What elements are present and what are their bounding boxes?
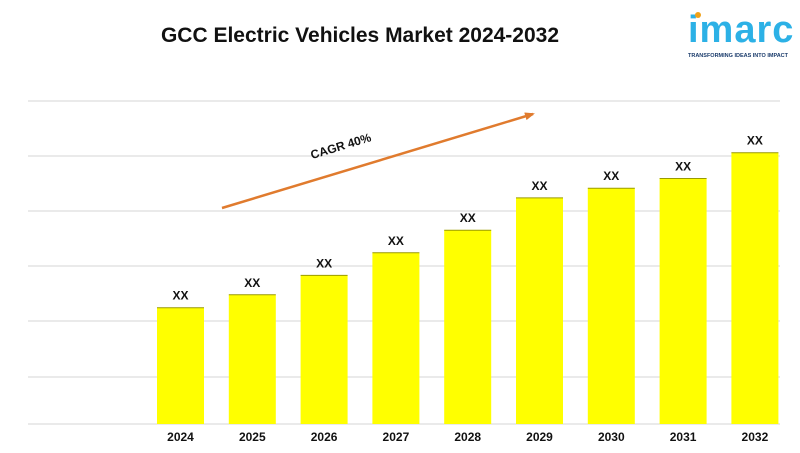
value-label-2031: XX [675,160,691,174]
bar-2026 [300,275,348,424]
x-tick-label-2028: 2028 [454,430,481,444]
logo-wordmark: imarc [688,9,795,51]
value-label-2028: XX [460,211,476,225]
x-tick-label-2032: 2032 [742,430,769,444]
value-labels: XX XX XX XX XX XX XX XX XX [172,134,762,303]
cagr-label: CAGR 40% [309,130,373,162]
x-tick-label-2031: 2031 [670,430,697,444]
value-label-2024: XX [172,289,188,303]
bar-2027 [372,252,420,424]
bar-2024 [157,307,204,424]
bar-2031 [659,178,707,424]
value-label-2026: XX [316,256,332,270]
bar-2030 [587,188,635,424]
bar-2029 [516,197,563,424]
bar-2025 [228,294,276,424]
bars [157,152,779,424]
cagr-arrow [221,112,535,210]
value-label-2032: XX [747,134,763,148]
x-axis-labels: 2024 2025 2026 2027 2028 2029 2030 2031 2032 [167,430,768,444]
bar-2032 [731,152,779,424]
value-label-2027: XX [388,234,404,248]
x-tick-label-2026: 2026 [311,430,338,444]
value-label-2025: XX [244,276,260,290]
logo-tagline: TRANSFORMING IDEAS INTO IMPACT [688,53,789,59]
x-tick-label-2030: 2030 [598,430,625,444]
logo-dot-icon [695,12,701,18]
x-tick-label-2027: 2027 [383,430,410,444]
bar-2028 [444,230,492,424]
value-label-2030: XX [603,169,619,183]
chart-title: GCC Electric Vehicles Market 2024-2032 [160,24,560,47]
x-tick-label-2029: 2029 [526,430,553,444]
x-tick-label-2025: 2025 [239,430,266,444]
imarc-logo: imarc TRANSFORMING IDEAS INTO IMPACT [688,8,800,68]
value-label-2029: XX [531,179,547,193]
x-tick-label-2024: 2024 [167,430,194,444]
